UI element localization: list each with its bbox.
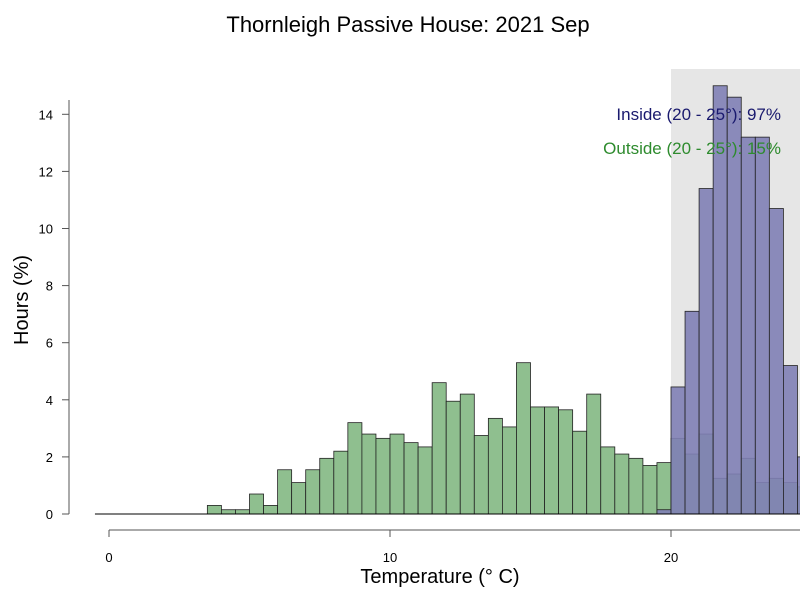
inside-bar	[754, 136, 770, 515]
x-tick-label: 20	[664, 550, 678, 565]
outside-bar	[628, 457, 644, 515]
outside-bar	[544, 406, 559, 515]
outside-bar	[235, 509, 250, 515]
outside-bar	[445, 400, 461, 515]
inside-bar	[783, 365, 798, 515]
outside-bar	[291, 482, 307, 515]
outside-bar	[614, 453, 630, 515]
outside-annotation: Outside (20 - 25°): 15%	[603, 139, 781, 158]
outside-bar	[656, 462, 672, 515]
inside-bar	[670, 386, 686, 515]
chart-title: Thornleigh Passive House: 2021 Sep	[226, 12, 589, 37]
outside-bar	[220, 509, 236, 515]
outside-bar	[361, 433, 377, 515]
x-axis: 010203040	[105, 529, 800, 565]
outside-bar	[501, 426, 517, 515]
x-tick-label: 10	[383, 550, 397, 565]
outside-bar	[319, 457, 335, 515]
y-tick-label: 8	[46, 279, 53, 294]
y-tick-label: 2	[46, 450, 53, 465]
y-tick-label: 10	[39, 222, 53, 237]
inside-bar	[797, 456, 800, 515]
inside-annotation: Inside (20 - 25°): 97%	[616, 105, 781, 124]
y-axis: 0 2 4 6 8 10 12 14	[39, 100, 70, 522]
outside-bar	[263, 505, 278, 515]
outside-bar	[459, 393, 475, 515]
outside-bar	[403, 442, 419, 515]
inside-bar	[768, 208, 784, 515]
y-tick-label: 6	[46, 336, 53, 351]
outside-bar	[417, 446, 433, 515]
outside-bar	[600, 446, 616, 515]
outside-bar	[572, 430, 588, 515]
y-tick-label: 14	[39, 107, 53, 122]
outside-bar	[389, 433, 405, 515]
outside-bar	[333, 450, 349, 515]
outside-bar	[305, 469, 321, 515]
y-tick-label: 4	[46, 393, 53, 408]
outside-bar	[347, 422, 363, 515]
outside-bar	[558, 409, 574, 515]
outside-bar	[249, 493, 264, 515]
outside-bar	[516, 362, 531, 515]
y-axis-label: Hours (%)	[11, 255, 33, 345]
inside-bar	[656, 509, 672, 515]
outside-bar	[431, 382, 447, 515]
outside-bar	[586, 393, 602, 515]
outside-bar	[487, 417, 503, 515]
outside-bar	[642, 465, 658, 515]
outside-bar	[473, 435, 489, 515]
outside-bar	[277, 469, 293, 515]
inside-bar	[740, 136, 756, 515]
x-tick-label: 0	[105, 550, 112, 565]
x-axis-label: Temperature (° C)	[360, 566, 519, 588]
y-tick-label: 12	[39, 164, 53, 179]
inside-bar	[726, 96, 742, 515]
outside-bar	[375, 437, 391, 515]
y-tick-label: 0	[46, 507, 53, 522]
outside-bar	[206, 505, 222, 515]
outside-bar	[530, 406, 545, 515]
inside-bar	[698, 188, 714, 515]
inside-bar	[684, 310, 700, 515]
